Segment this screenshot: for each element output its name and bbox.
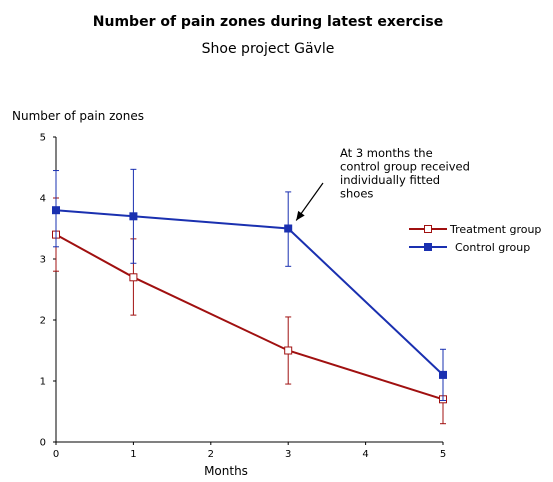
data-point	[52, 206, 60, 215]
series-control-group	[52, 168, 447, 402]
x-axis-label: Months	[204, 464, 248, 478]
data-point	[284, 224, 293, 233]
x-tick-label: 5	[440, 449, 446, 460]
axes: 0 1 2 3 4 5 0 1 2 3 4 5	[40, 133, 447, 461]
x-tick-label: 1	[130, 449, 136, 460]
series-line	[55, 233, 444, 401]
series-layer	[52, 168, 447, 425]
annotation-text: shoes	[340, 187, 373, 201]
annotation-arrow-head	[296, 210, 305, 221]
chart-title: Number of pain zones during latest exerc…	[93, 14, 443, 30]
y-tick-label: 1	[40, 377, 46, 388]
y-tick-label: 4	[40, 194, 46, 205]
y-tick-label: 5	[40, 133, 46, 144]
annotation-text: At 3 months the	[340, 146, 433, 160]
legend-marker	[424, 243, 432, 251]
x-tick-label: 3	[285, 449, 291, 460]
legend-marker	[424, 225, 432, 233]
data-point	[284, 346, 293, 355]
legend: Treatment group Control group	[409, 223, 541, 254]
y-axis-label: Number of pain zones	[12, 109, 144, 123]
chart-subtitle: Shoe project Gävle	[202, 41, 335, 57]
annotation-text: individually fitted	[340, 173, 440, 187]
y-tick-label: 0	[40, 438, 46, 449]
series-treatment-group	[52, 197, 447, 425]
series-line	[55, 209, 444, 376]
y-tick-label: 2	[40, 316, 46, 327]
data-point	[129, 273, 138, 282]
x-tick-label: 2	[208, 449, 214, 460]
x-tick-label: 0	[53, 449, 59, 460]
data-point	[439, 370, 447, 379]
legend-label: Control group	[455, 241, 530, 254]
legend-label: Treatment group	[449, 223, 541, 236]
y-tick-label: 3	[40, 255, 46, 266]
legend-item: Treatment group	[409, 223, 541, 236]
x-tick-label: 4	[362, 449, 368, 460]
data-point	[129, 212, 138, 221]
annotation-text: control group received	[340, 160, 470, 174]
legend-item: Control group	[409, 241, 530, 254]
